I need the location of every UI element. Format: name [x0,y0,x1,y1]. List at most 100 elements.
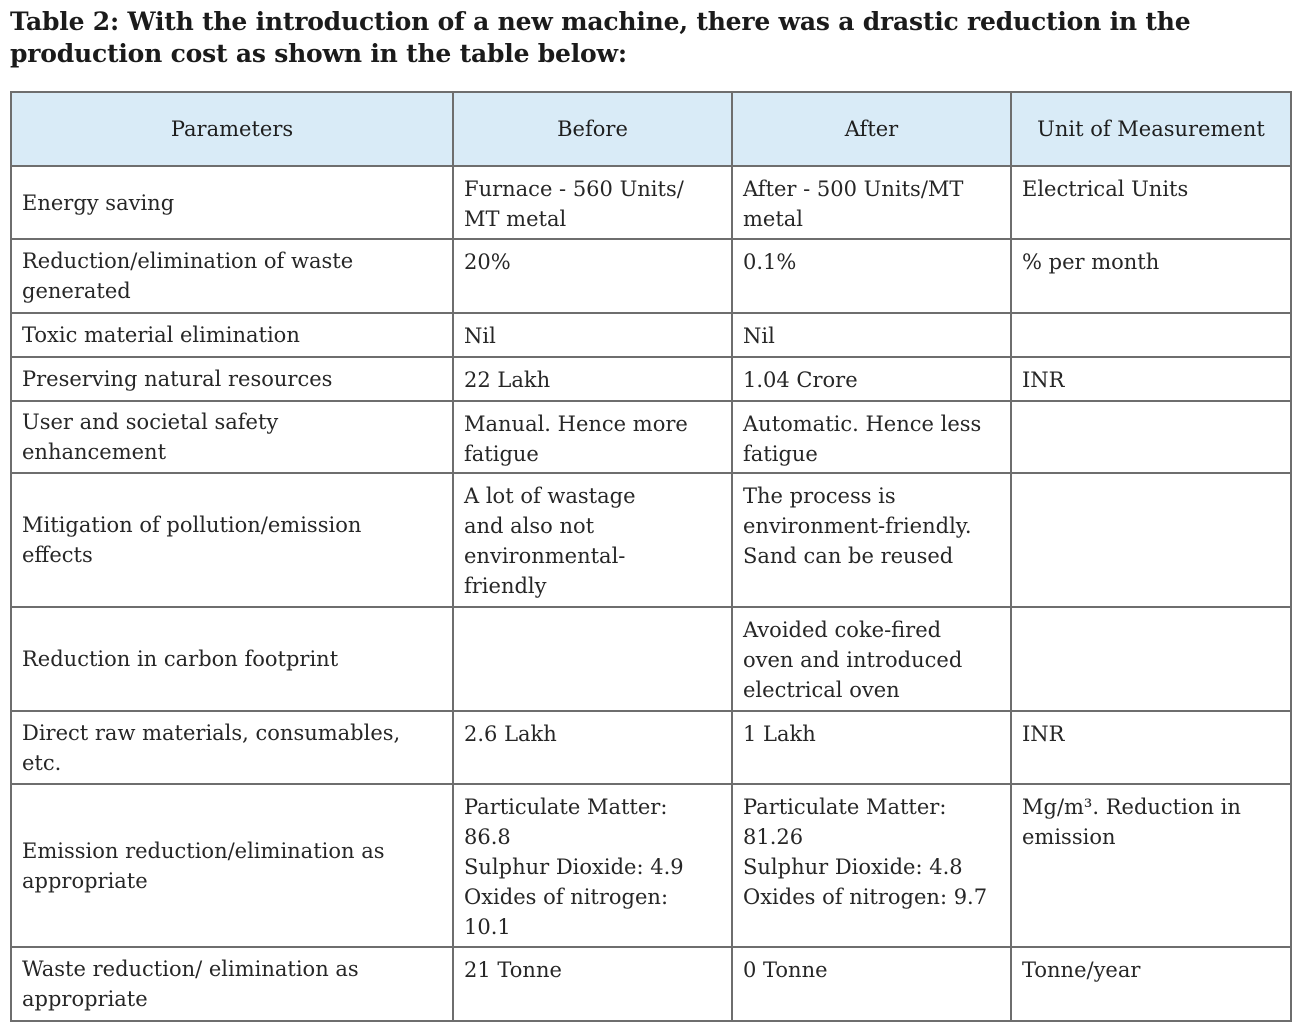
cell-text-line: Toxic material elimination [22,323,300,347]
cell-text-line: After - 500 Units/MT [743,177,964,201]
cell-parameter: Reduction in carbon footprint [10,606,454,712]
cell-text-line: appropriate [22,987,148,1011]
cell-text-line: Furnace - 560 Units/ [464,177,684,201]
cell-text-line: Waste reduction/ elimination as [22,957,359,981]
header-after: After [731,91,1012,167]
cell-text-line: friendly [464,574,547,598]
header-parameters: Parameters [10,91,454,167]
cell-text-line: metal [743,207,804,231]
cell-unit: INR [1010,356,1292,402]
cell-text-line: 1.04 Crore [743,368,858,392]
cell-text-line: Particulate Matter: [464,795,668,819]
cell-text-line: enhancement [22,440,167,464]
cell-unit: Tonne/year [1010,946,1292,1022]
cell-unit [1010,312,1292,358]
cell-text-line: Sulphur Dioxide: 4.9 [464,855,684,879]
cell-unit: INR [1010,710,1292,785]
cell-text-line: 10.1 [464,915,511,939]
cell-after: The process is environment-friendly. Sand … [731,472,1012,608]
cell-text-line: Manual. Hence more [464,412,688,436]
cell-text-line: 21 Tonne [464,958,562,982]
cell-text-line: oven and introduced [743,648,963,672]
table-row: Reduction in carbon footprint Avoided cok… [10,606,1292,712]
cell-text-line: emission [1022,825,1116,849]
cell-after: Particulate Matter: 81.26 Sulphur Dioxide:… [731,783,1012,948]
table-row: Direct raw materials, consumables, etc. 2.… [10,710,1292,785]
cell-before: 22 Lakh [452,356,733,402]
table-row: User and societal safety enhancement Manua… [10,400,1292,474]
cell-before: 20% [452,238,733,314]
cell-parameter: Preserving natural resources [10,356,454,402]
cell-text-line: % per month [1022,250,1160,274]
table-row: Preserving natural resources 22 Lakh 1.04 … [10,356,1292,402]
cell-text-line: Electrical Units [1022,177,1189,201]
cell-text-line: Reduction in carbon footprint [22,647,339,671]
cell-text-line: Emission reduction/elimination as [22,838,385,863]
cell-text-line: etc. [22,750,62,775]
cell-unit [1010,472,1292,608]
cell-text-line: Energy saving [22,190,175,215]
cell-unit: Electrical Units [1010,165,1292,240]
cell-text-line: 81.26 [743,825,804,849]
cell-after: 1.04 Crore [731,356,1012,402]
cell-before [452,606,733,712]
table-caption: Table 2: With the introduction of a new … [10,6,1290,70]
cell-text-line: and also not [464,514,595,538]
table-row: Toxic material elimination Nil Nil [10,312,1292,358]
caption-line: Table 2: With the introduction of a new … [10,7,1191,36]
cell-text-line: Nil [464,324,496,348]
cell-text-line: Oxides of nitrogen: [464,885,669,909]
cell-text-line: environment-friendly. [743,514,972,538]
cell-text-line: 86.8 [464,825,511,849]
cell-text-line: 0 Tonne [743,958,828,982]
cell-text-line: Preserving natural resources [22,367,333,391]
cell-before: A lot of wastage and also not environmenta… [452,472,733,608]
cell-before: 21 Tonne [452,946,733,1022]
header-unit: Unit of Measurement [1010,91,1292,167]
table-header-row: Parameters Before After Unit of Measurem… [10,91,1292,167]
cell-before: Particulate Matter: 86.8 Sulphur Dioxide: … [452,783,733,948]
cell-text-line: Automatic. Hence less [743,412,982,436]
cell-parameter: Toxic material elimination [10,312,454,358]
cell-after: 1 Lakh [731,710,1012,785]
cell-parameter: Mitigation of pollution/emission effects [10,472,454,608]
cell-after: 0 Tonne [731,946,1012,1022]
cell-text-line: environmental- [464,544,626,568]
cell-text-line: generated [22,279,131,303]
cell-after: Avoided coke-fired oven and introduced ele… [731,606,1012,712]
caption-line: production cost as shown in the table be… [10,39,627,68]
cell-text-line: 2.6 Lakh [464,722,557,746]
cell-unit: % per month [1010,238,1292,314]
table-row: Emission reduction/elimination as appropr… [10,783,1292,948]
cell-after: Nil [731,312,1012,358]
cell-text-line: appropriate [22,868,148,893]
cell-text-line: effects [22,543,93,567]
cell-text-line: fatigue [743,442,818,466]
cell-text-line: Mitigation of pollution/emission [22,513,362,537]
header-before: Before [452,91,733,167]
cell-after: 0.1% [731,238,1012,314]
cell-text-line: 1 Lakh [743,722,816,746]
cell-text-line: Reduction/elimination of waste [22,249,354,273]
cell-text-line: Particulate Matter: [743,795,947,819]
table-row: Mitigation of pollution/emission effects A… [10,472,1292,608]
table-row: Reduction/elimination of waste generated … [10,238,1292,314]
table-row: Energy saving Furnace - 560 Units/MT meta… [10,165,1292,240]
cell-parameter: Emission reduction/elimination as appropr… [10,783,454,948]
cell-text-line: Sand can be reused [743,544,954,568]
cell-text-line: electrical oven [743,678,900,702]
cell-text-line: INR [1022,368,1065,392]
cell-after: Automatic. Hence less fatigue [731,400,1012,474]
cell-text-line: 0.1% [743,250,797,274]
cell-parameter: Energy saving [10,165,454,240]
cell-text-line: Oxides of nitrogen: 9.7 [743,885,988,909]
cell-before: Manual. Hence more fatigue [452,400,733,474]
cell-text-line: Tonne/year [1022,958,1141,982]
cell-parameter: Reduction/elimination of waste generated [10,238,454,314]
cell-text-line: MT metal [464,207,567,231]
cell-text-line: Mg/m³. Reduction in [1022,795,1241,819]
cell-text-line: A lot of wastage [464,484,636,508]
cell-unit [1010,606,1292,712]
cell-text-line: The process is [743,484,896,508]
cell-text-line: User and societal safety [22,410,279,434]
